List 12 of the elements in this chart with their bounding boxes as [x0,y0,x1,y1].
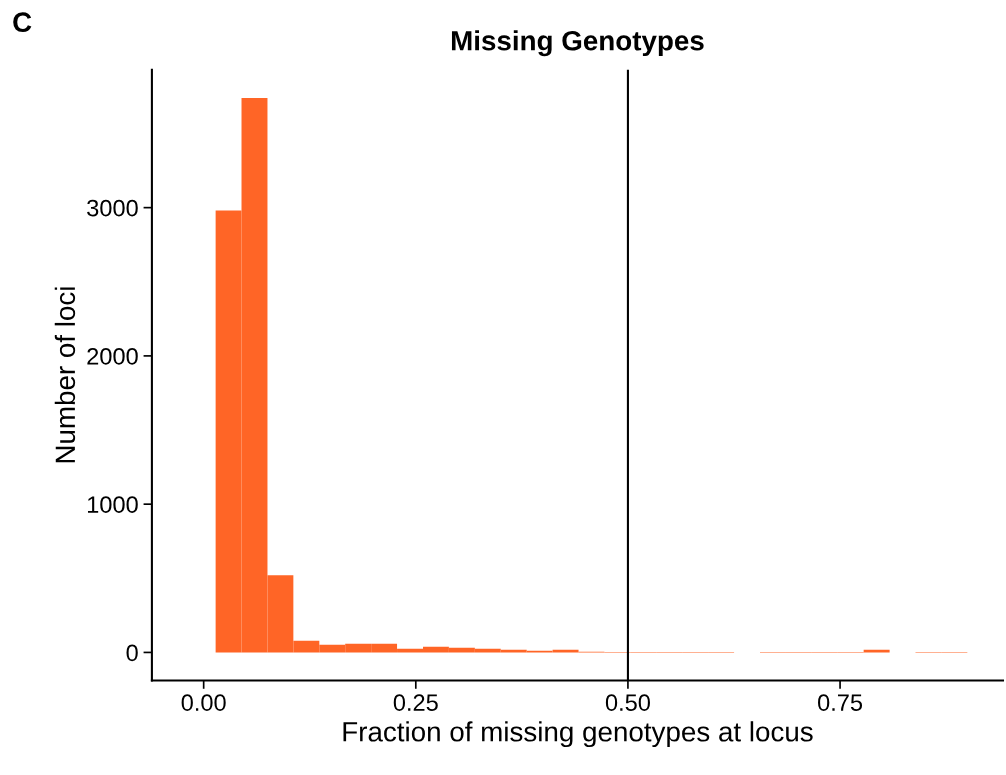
y-tick-label: 3000 [87,199,138,217]
x-axis-title: Fraction of missing genotypes at locus [343,721,813,748]
chart-title: Missing Genotypes [451,30,704,57]
x-tick-label: 0.00 [181,694,226,711]
x-tick-label: 0.75 [818,694,863,711]
y-axis-title: Number of loci [54,287,76,463]
x-tick-label: 0.50 [605,694,650,711]
y-tick-label: 2000 [87,347,138,365]
x-tick-label: 0.25 [393,694,438,711]
text: C [13,12,32,33]
y-tick-label: 0 [126,644,138,662]
y-tick-label: 1000 [87,496,138,513]
